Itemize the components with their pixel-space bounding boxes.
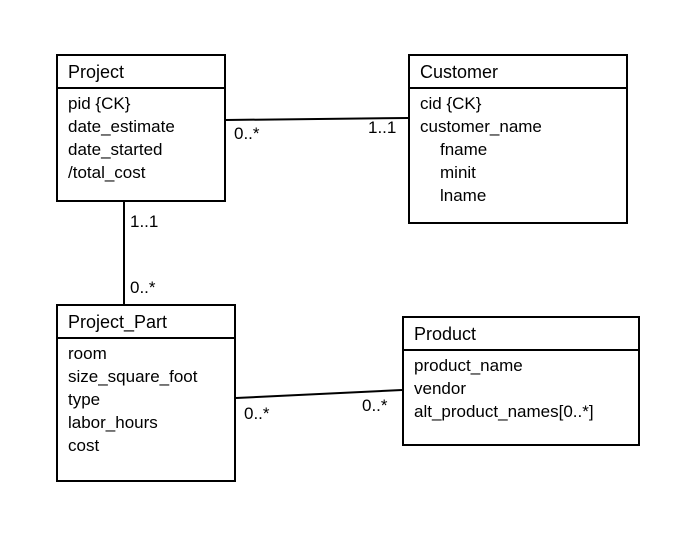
class-body: pid {CK} date_estimate date_started /tot… bbox=[58, 89, 224, 195]
attr: customer_name bbox=[420, 116, 616, 139]
attr: vendor bbox=[414, 378, 628, 401]
diagram-canvas: Project pid {CK} date_estimate date_star… bbox=[0, 0, 700, 556]
attr: room bbox=[68, 343, 224, 366]
attr: alt_product_names[0..*] bbox=[414, 401, 628, 424]
attr: type bbox=[68, 389, 224, 412]
attr-sub: minit bbox=[420, 162, 616, 185]
mult-project-customer-to: 1..1 bbox=[368, 118, 396, 138]
attr: pid {CK} bbox=[68, 93, 214, 116]
class-body: product_name vendor alt_product_names[0.… bbox=[404, 351, 638, 434]
class-product: Product product_name vendor alt_product_… bbox=[402, 316, 640, 446]
class-project: Project pid {CK} date_estimate date_star… bbox=[56, 54, 226, 202]
mult-project-customer-from: 0..* bbox=[234, 124, 260, 144]
attr: cost bbox=[68, 435, 224, 458]
attr: date_started bbox=[68, 139, 214, 162]
mult-projectpart-product-to: 0..* bbox=[362, 396, 388, 416]
class-title: Customer bbox=[410, 56, 626, 89]
class-title: Project bbox=[58, 56, 224, 89]
attr: /total_cost bbox=[68, 162, 214, 185]
attr-sub: fname bbox=[420, 139, 616, 162]
attr-sub: lname bbox=[420, 185, 616, 208]
mult-project-projectpart-to: 0..* bbox=[130, 278, 156, 298]
class-project-part: Project_Part room size_square_foot type … bbox=[56, 304, 236, 482]
class-title: Project_Part bbox=[58, 306, 234, 339]
attr: labor_hours bbox=[68, 412, 224, 435]
class-customer: Customer cid {CK} customer_name fname mi… bbox=[408, 54, 628, 224]
class-body: room size_square_foot type labor_hours c… bbox=[58, 339, 234, 468]
mult-project-projectpart-from: 1..1 bbox=[130, 212, 158, 232]
attr: date_estimate bbox=[68, 116, 214, 139]
attr: size_square_foot bbox=[68, 366, 224, 389]
attr: product_name bbox=[414, 355, 628, 378]
class-body: cid {CK} customer_name fname minit lname bbox=[410, 89, 626, 218]
attr: cid {CK} bbox=[420, 93, 616, 116]
class-title: Product bbox=[404, 318, 638, 351]
mult-projectpart-product-from: 0..* bbox=[244, 404, 270, 424]
